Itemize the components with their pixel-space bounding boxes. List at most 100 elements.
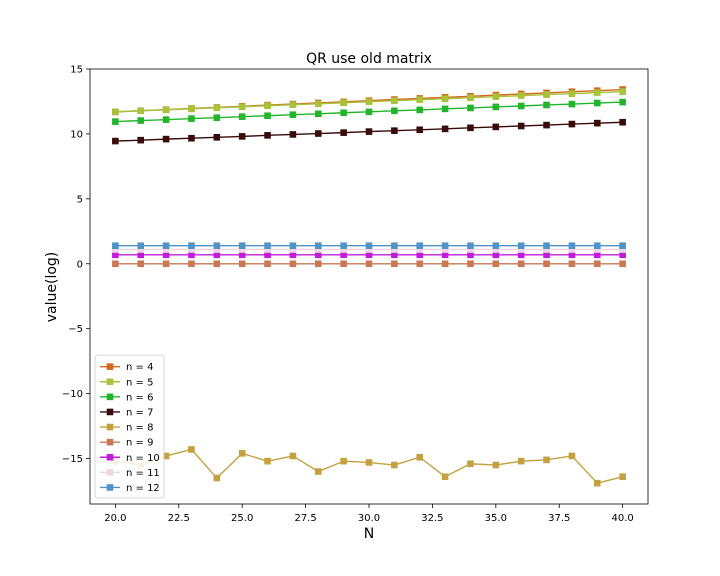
legend-label: n = 4 (126, 362, 153, 373)
data-point (467, 260, 474, 268)
data-point (391, 260, 398, 268)
data-point (593, 242, 601, 250)
legend-item: n = 5 (100, 377, 153, 388)
data-point (416, 251, 424, 259)
data-point (112, 246, 119, 253)
data-point (568, 251, 576, 259)
data-point (517, 122, 525, 130)
data-point (568, 246, 576, 253)
data-point (314, 260, 322, 268)
data-point (289, 131, 297, 138)
data-point (238, 242, 246, 250)
data-point (543, 242, 550, 250)
data-point (264, 242, 271, 250)
series-2 (112, 88, 626, 116)
data-point (213, 104, 221, 112)
data-point (441, 95, 449, 103)
data-point (112, 260, 119, 268)
data-point (137, 251, 145, 259)
data-point (467, 251, 474, 259)
legend-item: n = 8 (100, 423, 153, 434)
legend-marker (106, 438, 114, 446)
data-point (441, 125, 449, 133)
y-tick-label: 0 (77, 259, 83, 270)
data-point (441, 473, 449, 481)
legend-marker (106, 453, 114, 461)
data-point (568, 260, 576, 268)
series-6 (112, 260, 626, 268)
series-8 (112, 246, 626, 253)
data-point (137, 246, 145, 253)
data-point (238, 251, 246, 259)
y-tick-label: 5 (77, 194, 83, 205)
data-point (492, 123, 500, 131)
data-point (188, 246, 195, 253)
data-point (441, 246, 449, 253)
data-point (340, 99, 347, 107)
data-point (238, 246, 246, 253)
data-point (492, 246, 500, 253)
data-point (543, 251, 550, 259)
chart-title: QR use old matrix (306, 51, 432, 67)
data-point (517, 457, 525, 465)
data-point (492, 461, 500, 469)
data-point (619, 98, 626, 106)
data-point (467, 242, 474, 250)
legend-label: n = 8 (126, 423, 153, 434)
data-point (188, 115, 195, 122)
data-point (264, 251, 271, 259)
x-tick-label: 40.0 (612, 513, 634, 524)
data-point (391, 461, 398, 469)
legend-item: n = 9 (100, 438, 153, 449)
data-point (112, 242, 119, 250)
data-point (416, 453, 424, 461)
data-point (619, 473, 626, 481)
y-axis-label: value(log) (44, 252, 60, 323)
series-line (115, 448, 623, 485)
data-point (314, 100, 322, 108)
data-point (365, 246, 373, 253)
data-point (213, 260, 221, 268)
data-point (340, 246, 347, 253)
data-point (391, 97, 398, 104)
data-point (314, 246, 322, 253)
data-point (314, 242, 322, 250)
data-point (568, 242, 576, 250)
data-point (264, 102, 271, 110)
data-point (568, 452, 576, 460)
data-point (188, 242, 195, 250)
data-point (517, 260, 525, 268)
data-point (289, 101, 297, 109)
data-point (619, 251, 626, 259)
y-tick-label: −10 (62, 389, 83, 400)
data-point (543, 246, 550, 253)
legend-item: n = 6 (100, 392, 153, 403)
data-point (619, 88, 626, 95)
data-point (162, 260, 170, 268)
series-3 (112, 98, 626, 125)
y-axis: 15 10 5 0 −5 −10 −15 (62, 65, 90, 465)
data-point (543, 456, 550, 464)
legend-marker (106, 484, 114, 491)
data-point (112, 108, 119, 116)
data-point (340, 260, 347, 268)
data-point (492, 93, 500, 100)
legend-label: n = 9 (126, 438, 153, 449)
data-point (340, 129, 347, 136)
x-tick-label: 20.0 (104, 513, 126, 524)
data-point (238, 260, 246, 268)
data-point (213, 474, 221, 482)
data-point (492, 251, 500, 259)
data-point (340, 251, 347, 259)
data-point (365, 459, 373, 466)
data-point (213, 246, 221, 253)
data-point (213, 114, 221, 121)
data-point (517, 246, 525, 253)
data-point (213, 251, 221, 259)
legend-label: n = 7 (126, 407, 153, 418)
data-point (365, 98, 373, 106)
data-point (264, 457, 271, 465)
data-point (264, 112, 271, 120)
data-point (467, 124, 474, 132)
legend-label: n = 10 (126, 453, 160, 464)
